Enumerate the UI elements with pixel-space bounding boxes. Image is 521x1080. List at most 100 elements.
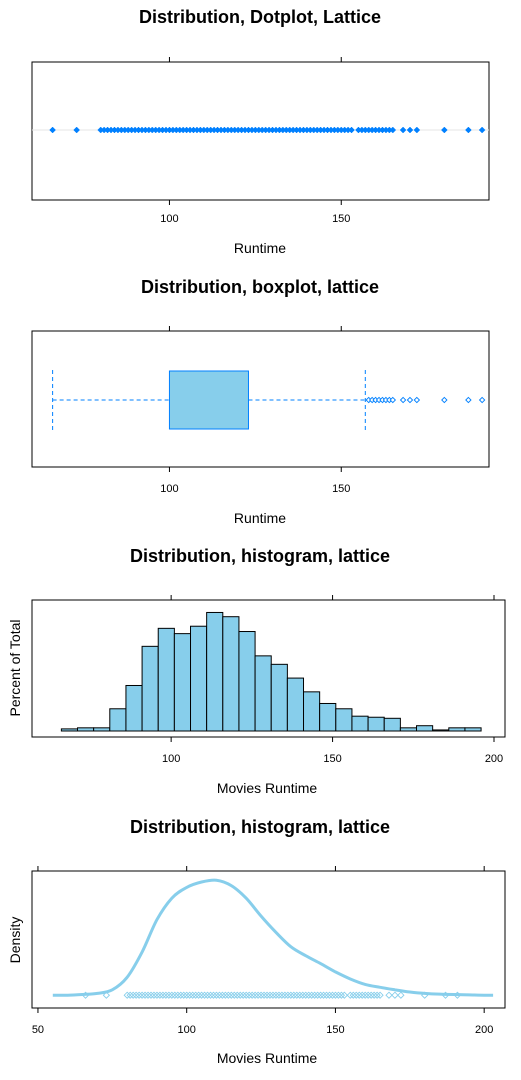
- density-rug-point: [367, 991, 375, 999]
- density-rug-point: [206, 991, 215, 999]
- histogram-panel: Distribution, histogram, lattice 100 150 2…: [7, 546, 506, 796]
- density-rug-point: [123, 991, 131, 999]
- density-rug-point: [141, 991, 149, 999]
- density-rug-point: [180, 991, 188, 999]
- histogram-tick-label: 200: [485, 753, 503, 765]
- density-rug-point: [316, 991, 325, 999]
- histogram-bar: [335, 708, 353, 732]
- density-panel: Distribution, histogram, lattice 50 100 15…: [7, 817, 506, 1066]
- histogram-bar: [109, 708, 127, 732]
- boxplot-tick-label: 100: [160, 483, 178, 495]
- density-rug-point: [296, 991, 304, 999]
- density-rug-point: [293, 991, 301, 999]
- density-rug-point: [245, 991, 253, 999]
- dotplot-point: [406, 126, 414, 134]
- boxplot-outlier: [465, 396, 472, 404]
- dotplot-point: [399, 126, 407, 134]
- density-rug-point: [239, 991, 247, 999]
- density-rug-point: [144, 991, 152, 999]
- density-rug-point: [242, 991, 250, 999]
- histogram-bar: [286, 677, 305, 732]
- density-rug-point: [194, 991, 203, 999]
- histogram-bar: [238, 631, 256, 732]
- histogram-title: Distribution, histogram, lattice: [130, 546, 390, 566]
- density-rug-point: [153, 991, 161, 999]
- density-rug-point: [135, 991, 143, 999]
- density-rug-point: [189, 991, 197, 999]
- density-rug-point: [102, 991, 111, 999]
- density-ylabel: Density: [7, 917, 23, 964]
- density-rug-point: [138, 991, 146, 999]
- boxplot-outlier: [413, 396, 421, 404]
- dotplot-panel: Distribution, Dotplot, Lattice 100 150 Ru…: [31, 7, 490, 256]
- histogram-tick-label: 150: [323, 753, 341, 765]
- boxplot-ticks: 100 150: [160, 326, 350, 495]
- density-rug-point: [218, 991, 227, 999]
- density-rug-point: [186, 991, 194, 999]
- histogram-bar: [464, 727, 482, 732]
- density-rug-point: [227, 991, 235, 999]
- density-tick-label: 50: [32, 1024, 44, 1036]
- boxplot-xlabel: Runtime: [234, 510, 286, 526]
- density-rug-point: [364, 991, 372, 999]
- histogram-bar: [351, 715, 369, 732]
- density-rug-point: [177, 991, 185, 999]
- histogram-bar: [367, 716, 385, 732]
- histogram-bar: [77, 727, 95, 732]
- density-rug-point: [355, 991, 363, 999]
- density-rug-point: [230, 991, 238, 999]
- density-rug-point: [391, 991, 399, 999]
- density-rug-point: [221, 991, 230, 999]
- density-ticks: 50 100 150 200: [32, 866, 493, 1036]
- density-rug-point: [328, 991, 337, 999]
- density-rug-point: [305, 991, 313, 999]
- density-rug-point: [322, 991, 331, 999]
- density-rug-point: [319, 991, 328, 999]
- density-rug-point: [281, 991, 289, 999]
- density-rug-point: [248, 991, 256, 999]
- density-rug-point: [278, 991, 286, 999]
- histogram-bar: [173, 633, 192, 732]
- histogram-bar: [125, 684, 143, 732]
- boxplot-tick-label: 150: [332, 483, 350, 495]
- boxplot-frame: [31, 330, 490, 468]
- density-rug-point: [397, 991, 405, 999]
- boxplot-outlier: [478, 396, 486, 404]
- boxplot-title: Distribution, boxplot, lattice: [141, 277, 379, 297]
- dotplot-point: [49, 126, 56, 134]
- histogram-bar: [206, 611, 224, 732]
- density-rug-point: [331, 991, 340, 999]
- density-rug-point: [197, 991, 206, 999]
- histogram-bar: [254, 655, 272, 732]
- density-rug-point: [352, 991, 360, 999]
- density-frame: [31, 870, 506, 1009]
- density-rug-point: [156, 991, 164, 999]
- histogram-bar: [222, 616, 240, 732]
- density-rug-point: [266, 991, 274, 999]
- density-rug-point: [269, 991, 277, 999]
- boxplot-outlier: [441, 396, 448, 404]
- histogram-bar: [303, 691, 321, 732]
- density-rug-point: [209, 991, 218, 999]
- density-rug-point: [203, 991, 212, 999]
- dotplot-point: [413, 126, 421, 134]
- histogram-frame: [31, 599, 506, 738]
- density-rug-point: [313, 991, 322, 999]
- histogram-bar: [383, 717, 401, 732]
- density-rug-point: [254, 991, 262, 999]
- density-rug-point: [132, 991, 140, 999]
- boxplot-outlier: [389, 396, 397, 404]
- density-rug-points: [81, 991, 462, 999]
- density-rug-point: [340, 991, 348, 999]
- density-rug-point: [224, 991, 232, 999]
- density-xlabel: Movies Runtime: [217, 1050, 318, 1066]
- boxplot-box: [168, 370, 249, 430]
- histogram-xlabel: Movies Runtime: [217, 780, 318, 796]
- density-rug-point: [200, 991, 209, 999]
- histogram-bar: [190, 625, 208, 732]
- boxplot-outlier: [406, 396, 414, 404]
- histogram-bar: [416, 725, 434, 732]
- dotplot-tick-label: 100: [160, 213, 178, 225]
- density-rug-point: [162, 991, 170, 999]
